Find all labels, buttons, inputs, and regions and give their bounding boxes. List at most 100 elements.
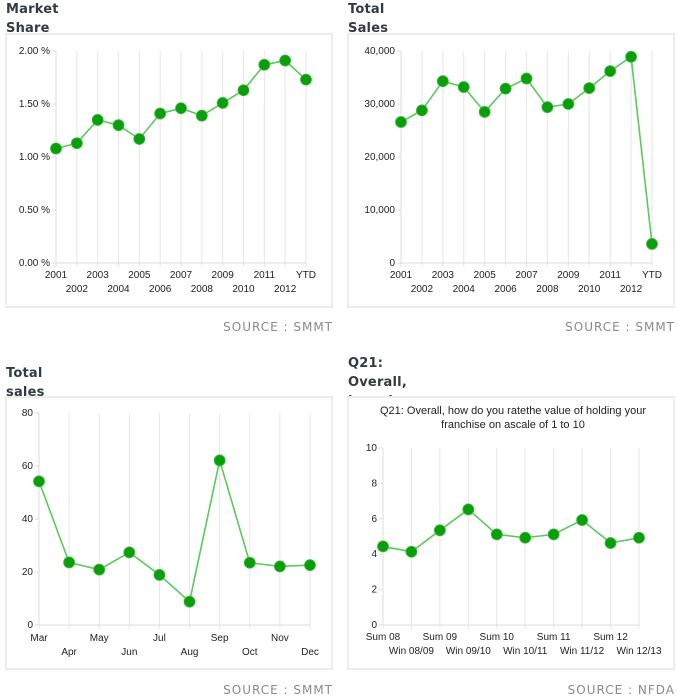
data-point <box>123 546 136 559</box>
y-tick-label: 1.00 % <box>19 152 50 163</box>
y-tick-label: 2 <box>371 585 377 596</box>
data-point <box>562 98 575 110</box>
y-tick-label: 20,000 <box>364 152 395 163</box>
chart-frame: 0 10,000 20,000 30,000 40,000 2001 2002 2003 200… <box>347 33 675 308</box>
x-tick-label: 2001 <box>390 270 413 281</box>
x-tick-label: 2007 <box>515 270 538 281</box>
data-point <box>279 54 292 67</box>
data-point <box>154 107 167 120</box>
x-tick-label: 2009 <box>557 270 580 281</box>
y-tick-label: 40,000 <box>364 46 395 57</box>
data-point <box>583 82 596 94</box>
x-tick-label: Jul <box>153 633 166 644</box>
source-label: SOURCE : SMMT <box>223 320 333 334</box>
data-point <box>625 50 637 63</box>
series-line <box>38 460 311 604</box>
x-tick-label: Sum 10 <box>480 632 515 643</box>
y-tick-label: 0 <box>27 620 33 631</box>
data-point <box>258 58 271 71</box>
gridlines <box>400 51 653 267</box>
data-point <box>604 537 617 549</box>
data-point <box>195 109 208 122</box>
y-tick-label: 30,000 <box>364 99 395 110</box>
y-tick-label: 6 <box>371 514 377 525</box>
x-tick-label: 2008 <box>191 284 214 295</box>
data-point <box>273 560 286 573</box>
chart-title: Total Sales <box>348 2 389 36</box>
data-point <box>520 72 533 85</box>
franchise-value-chart: Q21: Overall, how do you ratethe value o… <box>366 405 662 657</box>
x-tick-label: YTD <box>642 270 662 281</box>
y-tick-label: 4 <box>371 549 377 560</box>
x-tick-label: Jun <box>121 647 137 658</box>
data-point <box>541 101 554 114</box>
source-label: SOURCE : SMMT <box>565 320 675 334</box>
y-tick-label: 40 <box>22 514 34 525</box>
y-tick-label: 1.50 % <box>19 99 50 110</box>
data-point <box>133 133 146 145</box>
data-point <box>237 84 250 97</box>
source-label: SOURCE : NFDA <box>567 683 675 697</box>
data-point <box>576 514 589 526</box>
data-point <box>395 116 407 128</box>
x-tick-label: 2010 <box>578 284 601 295</box>
data-point <box>213 454 226 467</box>
x-tick-label: Sum 08 <box>366 632 401 643</box>
data-point <box>462 503 475 516</box>
data-point <box>183 595 196 608</box>
x-tick-label: Sep <box>211 633 229 644</box>
x-tick-label: 2006 <box>149 284 172 295</box>
data-point <box>405 545 418 558</box>
x-tick-label: 2008 <box>536 284 559 295</box>
x-tick-label: 2004 <box>107 284 130 295</box>
data-point <box>70 137 83 150</box>
data-point <box>50 142 62 155</box>
gridlines <box>55 51 307 267</box>
x-tick-label: Mar <box>30 633 48 644</box>
y-tick-label: 2.00 % <box>19 46 50 57</box>
data-point <box>33 475 45 488</box>
x-tick-label: YTD <box>296 270 316 281</box>
data-point <box>153 569 166 581</box>
x-tick-label: Dec <box>301 647 319 658</box>
x-tick-label: Win 08/09 <box>389 646 434 657</box>
data-point <box>433 524 446 537</box>
inner-chart-title: franchise on ascale of 1 to 10 <box>441 419 585 431</box>
y-tick-label: 0 <box>389 258 395 269</box>
data-point <box>547 528 560 541</box>
x-tick-label: Sum 12 <box>593 632 628 643</box>
y-tick-label: 8 <box>371 478 377 489</box>
series-line <box>382 508 640 553</box>
y-tick-label: 0 <box>371 620 377 631</box>
x-tick-label: Oct <box>242 647 258 658</box>
x-tick-label: May <box>90 633 109 644</box>
x-tick-label: Nov <box>271 633 289 644</box>
x-tick-label: 2001 <box>45 270 68 281</box>
data-point <box>175 102 187 115</box>
x-tick-label: 2010 <box>232 284 255 295</box>
y-tick-label: 20 <box>22 567 34 578</box>
data-point <box>243 556 256 569</box>
market-share-chart: 0.00 % 0.50 % 1.00 % 1.50 % 2.00 % 2001 2002 20… <box>19 46 316 295</box>
gridlines <box>382 448 640 629</box>
data-point <box>478 106 491 118</box>
y-tick-label: 80 <box>22 408 34 419</box>
x-tick-label: Aug <box>181 647 199 658</box>
data-point <box>604 65 617 78</box>
y-tick-label: 0.50 % <box>19 205 50 216</box>
data-point <box>300 73 312 86</box>
x-tick-label: 2003 <box>432 270 455 281</box>
data-point <box>304 559 316 572</box>
x-tick-label: 2002 <box>66 284 89 295</box>
data-point <box>457 81 470 93</box>
x-tick-label: 2004 <box>453 284 476 295</box>
data-point <box>519 531 532 544</box>
x-tick-label: 2005 <box>474 270 497 281</box>
x-tick-label: 2005 <box>128 270 151 281</box>
data-point <box>633 531 645 544</box>
data-point <box>216 97 229 109</box>
y-tick-label: 60 <box>22 461 34 472</box>
x-tick-label: Apr <box>61 647 77 658</box>
data-point <box>112 119 125 132</box>
data-point <box>91 114 104 126</box>
